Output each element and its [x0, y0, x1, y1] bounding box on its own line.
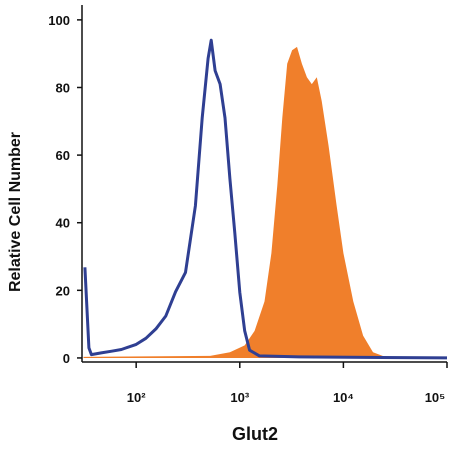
line: [83, 38, 448, 360]
y-tick-label: 60: [56, 148, 70, 163]
y-tick-label: 0: [63, 351, 70, 366]
x-tick-label: 10²: [127, 390, 146, 405]
y-tick-label: 20: [56, 283, 70, 298]
y-tick-label: 100: [48, 13, 70, 28]
x-axis-label: Glut2: [232, 424, 278, 444]
x-tick-label: 10⁵: [425, 390, 446, 405]
area: [83, 46, 447, 358]
x-tick-label: 10⁴: [333, 390, 354, 405]
y-axis-label: Relative Cell Number: [7, 132, 24, 292]
y-tick-label: 80: [56, 80, 70, 95]
x-tick-label: 10³: [230, 390, 249, 405]
y-tick-label: 40: [56, 216, 70, 231]
